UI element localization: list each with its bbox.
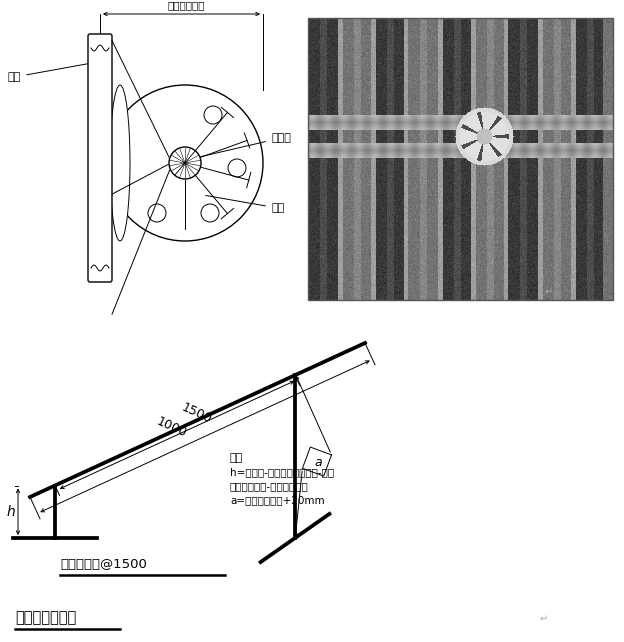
Text: 横筋: 横筋 <box>206 195 285 213</box>
Circle shape <box>107 85 263 241</box>
Text: 主筋: 主筋 <box>8 64 89 82</box>
Circle shape <box>204 106 222 124</box>
Text: ↵: ↵ <box>540 614 548 624</box>
Text: 砼保护层厚度: 砼保护层厚度 <box>168 0 205 10</box>
Circle shape <box>201 204 219 222</box>
Text: 1500: 1500 <box>180 401 214 426</box>
Text: 塑料卡: 塑料卡 <box>198 133 291 157</box>
Text: 1000: 1000 <box>155 415 189 440</box>
Text: 楼板马凳铁@1500: 楼板马凳铁@1500 <box>60 558 147 571</box>
Text: a: a <box>314 456 322 469</box>
Text: 双向钢筋直径-上下铁保护层: 双向钢筋直径-上下铁保护层 <box>230 481 309 491</box>
Text: 塑料垫块示意图: 塑料垫块示意图 <box>15 610 76 625</box>
Bar <box>308 18 613 300</box>
FancyBboxPatch shape <box>88 34 112 282</box>
Circle shape <box>148 204 166 222</box>
Text: a=顶板钢筋间距+20mm: a=顶板钢筋间距+20mm <box>230 495 324 505</box>
Circle shape <box>228 159 246 177</box>
Circle shape <box>169 147 201 179</box>
Text: h: h <box>7 505 16 519</box>
Text: h=顶板厚-下网下铁钢筋直径-上网: h=顶板厚-下网下铁钢筋直径-上网 <box>230 467 334 477</box>
Text: 注：: 注： <box>230 453 243 463</box>
Text: ↵: ↵ <box>545 287 553 297</box>
Ellipse shape <box>110 85 130 241</box>
